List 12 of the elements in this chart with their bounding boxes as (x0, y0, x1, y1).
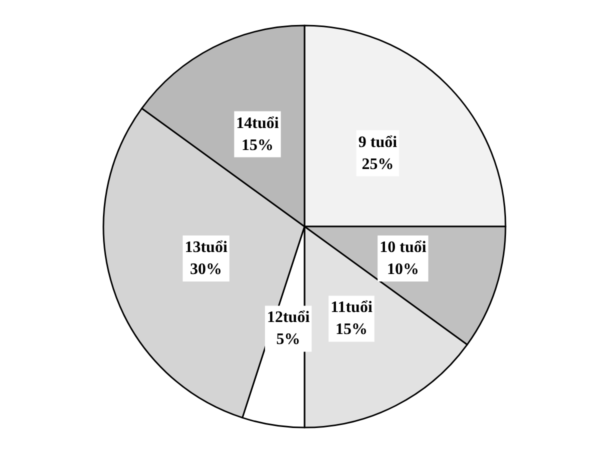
data-label: 15% (242, 136, 274, 154)
data-label: 30% (190, 260, 222, 278)
data-label: 15% (335, 321, 368, 338)
slice-label: 11tuổi (330, 299, 373, 316)
data-label: 10% (386, 260, 419, 278)
slice-label: 10 tuổi (380, 238, 427, 256)
slice-label: 14tuổi (236, 114, 280, 132)
slice-label: 13tuổi (184, 238, 228, 256)
data-label: 25% (362, 156, 394, 173)
slice-label: 9 tuổi (358, 134, 398, 151)
slice-label: 12tuổi (266, 309, 310, 326)
data-label: 5% (276, 331, 300, 348)
